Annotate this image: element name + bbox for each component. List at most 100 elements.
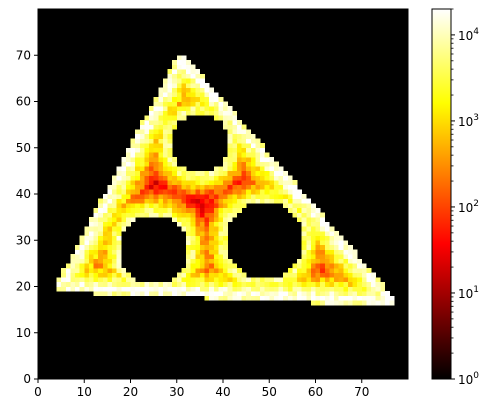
heatmap-cell (213, 106, 219, 112)
heatmap-cell (260, 143, 265, 149)
heatmap-cell (153, 129, 159, 135)
heatmap-cell (70, 268, 76, 273)
heatmap-cell (306, 295, 312, 301)
heatmap-cell (195, 281, 201, 287)
heatmap-cell (116, 166, 122, 172)
heatmap-cell (153, 138, 159, 144)
heatmap-cell (223, 272, 228, 278)
heatmap-cell (98, 240, 104, 246)
heatmap-cell (283, 286, 289, 292)
heatmap-cell (287, 203, 293, 209)
heatmap-cell (320, 277, 326, 283)
heatmap-cell (278, 166, 284, 172)
heatmap-cell (162, 194, 168, 199)
heatmap-cell (301, 258, 307, 264)
heatmap-cell (181, 106, 187, 112)
heatmap-cell (223, 203, 228, 209)
heatmap-cell (310, 295, 316, 301)
heatmap-cell (278, 189, 284, 195)
heatmap-cell (144, 147, 150, 153)
heatmap-cell (324, 221, 330, 227)
heatmap-cell (292, 291, 298, 297)
heatmap-cell (172, 87, 178, 93)
heatmap-cell (223, 189, 228, 195)
heatmap-cell (158, 157, 164, 162)
heatmap-cell (190, 281, 196, 287)
heatmap-cell (310, 203, 316, 209)
heatmap-cell (125, 180, 131, 186)
heatmap-cell (218, 254, 224, 260)
heatmap-cell (287, 194, 293, 199)
heatmap-cell (315, 254, 321, 260)
heatmap-cell (209, 231, 215, 236)
heatmap-cell (167, 96, 173, 102)
heatmap-cell (209, 277, 215, 283)
heatmap-cell (204, 203, 210, 209)
heatmap-cell (61, 286, 67, 292)
heatmap-cell (84, 277, 90, 283)
heatmap-cell (329, 286, 335, 292)
heatmap-cell (181, 83, 187, 88)
heatmap-cell (98, 272, 104, 278)
heatmap-cell (181, 198, 187, 204)
heatmap-cell (139, 291, 145, 297)
heatmap-cell (218, 184, 224, 190)
heatmap-cell (334, 300, 339, 306)
heatmap-cell (172, 170, 178, 176)
heatmap-cell (232, 129, 238, 135)
heatmap-cell (375, 286, 381, 292)
heatmap-cell (227, 217, 233, 223)
heatmap-cell (338, 263, 344, 269)
heatmap-cell (301, 249, 307, 255)
heatmap-cell (121, 184, 127, 190)
heatmap-cell (121, 161, 127, 167)
heatmap-cell (320, 254, 326, 260)
heatmap-cell (236, 147, 242, 153)
heatmap-cell (107, 277, 113, 283)
heatmap-cell (153, 161, 159, 167)
heatmap-cell (135, 180, 141, 186)
heatmap-cell (190, 101, 196, 107)
heatmap-cell (199, 184, 205, 190)
heatmap-cell (195, 106, 201, 112)
heatmap-cell (172, 120, 178, 125)
heatmap-cell (315, 217, 321, 223)
heatmap-cell (357, 277, 363, 283)
heatmap-cell (334, 240, 339, 246)
heatmap-cell (283, 189, 289, 195)
heatmap-cell (112, 226, 117, 232)
heatmap-cell (130, 138, 136, 144)
heatmap-cell (153, 194, 159, 199)
heatmap-cell (186, 78, 191, 84)
heatmap-cell (352, 254, 358, 260)
heatmap-cell (204, 96, 210, 102)
heatmap-cell (112, 286, 117, 292)
heatmap-cell (241, 133, 247, 139)
heatmap-cell (172, 291, 178, 297)
heatmap-cell (116, 180, 122, 186)
heatmap-cell (218, 244, 224, 250)
heatmap-cell (297, 263, 302, 269)
heatmap-cell (306, 281, 312, 287)
heatmap-cell (315, 272, 321, 278)
heatmap-cell (260, 170, 265, 176)
heatmap-cell (227, 129, 233, 135)
heatmap-cell (204, 92, 210, 98)
heatmap-cell (144, 170, 150, 176)
heatmap-cell (121, 189, 127, 195)
heatmap-cell (70, 272, 76, 278)
heatmap-cell (236, 143, 242, 149)
heatmap-cell (144, 194, 150, 199)
heatmap-cell (167, 170, 173, 176)
heatmap-cell (199, 194, 205, 199)
heatmap-cell (139, 147, 145, 153)
heatmap-cell (329, 291, 335, 297)
heatmap-cell (213, 249, 219, 255)
heatmap-cell (172, 189, 178, 195)
heatmap-cell (236, 120, 242, 125)
heatmap-cell (135, 157, 141, 162)
heatmap-cell (371, 291, 376, 297)
heatmap-cell (246, 170, 252, 176)
heatmap-cell (306, 231, 312, 236)
heatmap-cell (204, 249, 210, 255)
